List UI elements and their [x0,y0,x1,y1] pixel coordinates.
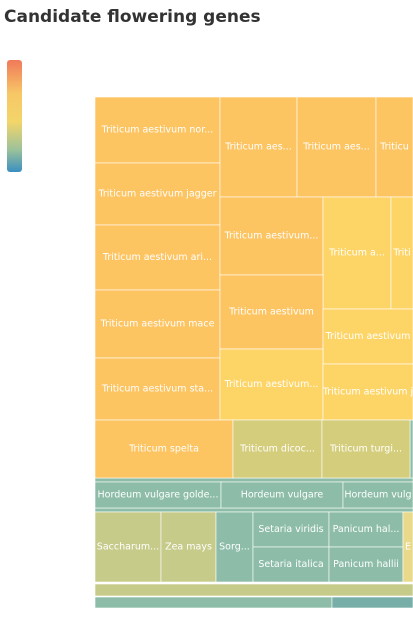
treemap-cell [219,196,324,276]
treemap-cell [402,511,413,583]
treemap-cell [94,481,222,509]
treemap-band [94,583,413,597]
cell-label: Triticum aestivum... [224,231,319,242]
cell-label: Setaria viridis [258,524,323,535]
cell-label: Triticum aestivum... [224,379,319,390]
treemap-cell [296,96,377,198]
cell-label: Triticum aes... [224,142,292,153]
treemap-cell [94,162,221,226]
treemap-cell [94,511,162,583]
cell-label: Panicum hal... [333,524,400,535]
treemap-cell [94,96,221,164]
cell-label: Zea mays [165,542,212,553]
cell-label: E [405,542,411,553]
color-legend [7,60,22,172]
treemap-cell [321,419,411,479]
cell-label: Saccharum... [97,542,159,553]
treemap-cell [375,96,413,198]
cell-label: Hordeum vulg [344,490,411,501]
treemap-cell [322,363,413,421]
treemap-cell [342,481,413,509]
cell-label: Hordeum vulgare golde... [98,490,219,501]
cell-label: Hordeum vulgare [241,490,324,501]
treemap-cell [94,289,221,359]
treemap-cell [219,96,298,198]
cell-label: Triticum aestivum jagger [97,189,216,200]
cell-label: Sorg... [219,542,250,553]
cell-label: Triticu [379,142,409,153]
cell-label: Triticum aestivum sta... [101,384,213,395]
cell-label: Triti [392,248,410,259]
treemap-cell [252,511,330,548]
treemap-cell [232,419,323,479]
treemap-band [94,507,413,513]
treemap-cell [328,546,404,583]
treemap-band [94,596,333,609]
treemap-cell [94,419,234,479]
treemap-cell [215,511,254,583]
treemap-band [94,477,413,483]
treemap-band [331,596,413,609]
cell-label: Triticum aestivum mace [100,319,215,330]
cell-label: Triticum aestivum j [322,387,413,398]
treemap-cell [160,511,217,583]
cell-label: Triticum aestivum nor... [101,125,214,136]
treemap-cell [252,546,330,583]
cell-label: Triticum aestivum [228,307,314,318]
cell-label: Triticum aestivum [325,331,411,342]
treemap-cell [322,196,392,310]
treemap-cell [322,308,413,365]
cell-label: Triticum aes... [302,142,370,153]
cell-label: Setaria italica [258,559,323,570]
treemap-cell [219,348,324,421]
treemap: Triticum aestivum nor... Triticum aestivu… [94,96,413,609]
treemap-cell [94,224,221,291]
treemap-cell [220,481,344,509]
chart-title: Candidate flowering genes [4,7,261,27]
cell-label: Triticum spelta [128,444,199,455]
cell-label: Triticum a... [328,248,385,259]
cell-label: Panicum hallii [333,559,399,570]
cell-label: Triticum dicoc... [239,444,315,455]
cell-label: Triticum turgi... [329,444,402,455]
cell-label: Triticum aestivum ari... [102,252,212,263]
